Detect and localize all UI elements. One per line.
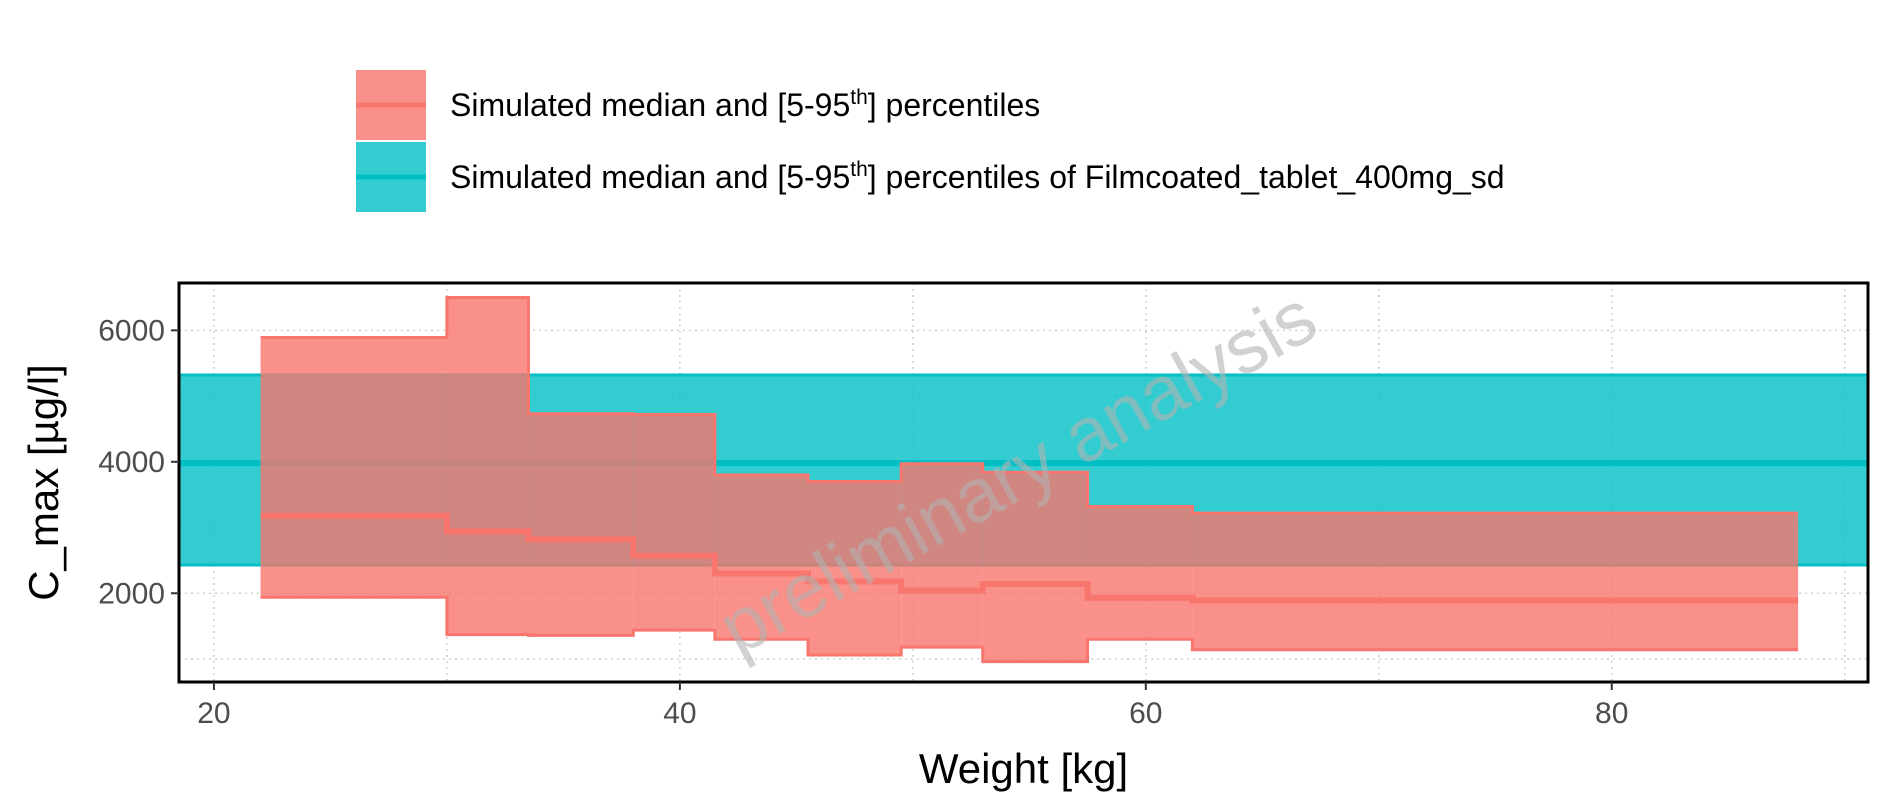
legend-key-1	[356, 70, 426, 140]
legend-label-superscript: th	[850, 86, 868, 109]
simulated-bin-1	[260, 337, 447, 598]
x-axis-title: Weight [kg]	[919, 745, 1128, 792]
legend-label-2: Simulated median and [5-95th] percentile…	[450, 158, 1505, 195]
simulated-bin-4	[633, 414, 715, 631]
simulated-band	[260, 295, 1799, 664]
legend-label-suffix: ] percentiles of Filmcoated_tablet_400mg…	[868, 159, 1505, 195]
legend-label-prefix: Simulated median and [5-95	[450, 159, 850, 195]
simulated-bin-7	[901, 463, 983, 648]
y-axis: 2000 4000 6000	[98, 283, 181, 682]
y-tick-label: 2000	[98, 577, 165, 610]
simulated-bin-8	[982, 472, 1088, 662]
simulated-bin-2	[446, 297, 529, 635]
simulated-median-line	[260, 512, 1799, 604]
plot-area: preliminary analysis	[177, 274, 1870, 684]
y-axis-title: C_max [µg/l]	[20, 364, 67, 601]
simulated-bin-3	[528, 413, 634, 636]
x-tick-label: 40	[663, 697, 696, 730]
x-axis: 20 40 60 80	[179, 680, 1868, 730]
simulated-bin-5	[714, 474, 809, 640]
simulated-p95-line	[260, 295, 1799, 515]
legend-label-superscript: th	[850, 158, 868, 181]
x-tick-label: 80	[1595, 697, 1628, 730]
legend-label-1: Simulated median and [5-95th] percentile…	[450, 86, 1040, 123]
legend-key-2	[356, 142, 426, 212]
simulated-bin-10	[1192, 513, 1799, 650]
legend: Simulated median and [5-95th] percentile…	[356, 70, 1505, 212]
y-tick-label: 4000	[98, 446, 165, 479]
legend-label-suffix: ] percentiles	[868, 87, 1041, 123]
y-tick-label: 6000	[98, 314, 165, 347]
x-tick-label: 20	[197, 697, 230, 730]
simulated-bin-6	[808, 481, 902, 656]
x-tick-label: 60	[1129, 697, 1162, 730]
simulated-bin-9	[1087, 506, 1193, 640]
legend-label-prefix: Simulated median and [5-95	[450, 87, 850, 123]
simulated-p5-line	[260, 595, 1799, 664]
